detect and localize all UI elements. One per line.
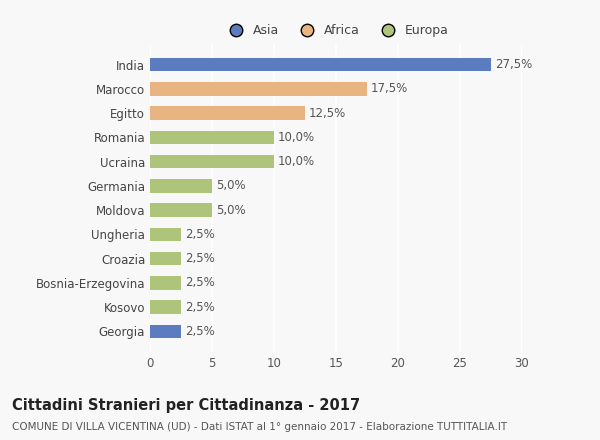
Text: 2,5%: 2,5% — [185, 301, 214, 314]
Text: 2,5%: 2,5% — [185, 252, 214, 265]
Bar — [150, 227, 181, 241]
Text: 12,5%: 12,5% — [309, 106, 346, 120]
Bar — [150, 58, 491, 71]
Bar — [150, 325, 181, 338]
Bar — [150, 155, 274, 169]
Bar — [150, 252, 181, 265]
Bar — [150, 82, 367, 95]
Text: COMUNE DI VILLA VICENTINA (UD) - Dati ISTAT al 1° gennaio 2017 - Elaborazione TU: COMUNE DI VILLA VICENTINA (UD) - Dati IS… — [12, 422, 507, 432]
Text: 2,5%: 2,5% — [185, 228, 214, 241]
Bar — [150, 131, 274, 144]
Text: 10,0%: 10,0% — [278, 155, 315, 168]
Bar — [150, 179, 212, 193]
Text: Cittadini Stranieri per Cittadinanza - 2017: Cittadini Stranieri per Cittadinanza - 2… — [12, 398, 360, 413]
Bar — [150, 106, 305, 120]
Text: 10,0%: 10,0% — [278, 131, 315, 144]
Bar — [150, 301, 181, 314]
Text: 27,5%: 27,5% — [495, 58, 532, 71]
Bar — [150, 276, 181, 290]
Bar — [150, 203, 212, 217]
Text: 2,5%: 2,5% — [185, 325, 214, 338]
Text: 17,5%: 17,5% — [371, 82, 408, 95]
Legend: Asia, Africa, Europa: Asia, Africa, Europa — [218, 19, 454, 42]
Text: 5,0%: 5,0% — [216, 204, 245, 216]
Text: 2,5%: 2,5% — [185, 276, 214, 290]
Text: 5,0%: 5,0% — [216, 180, 245, 192]
